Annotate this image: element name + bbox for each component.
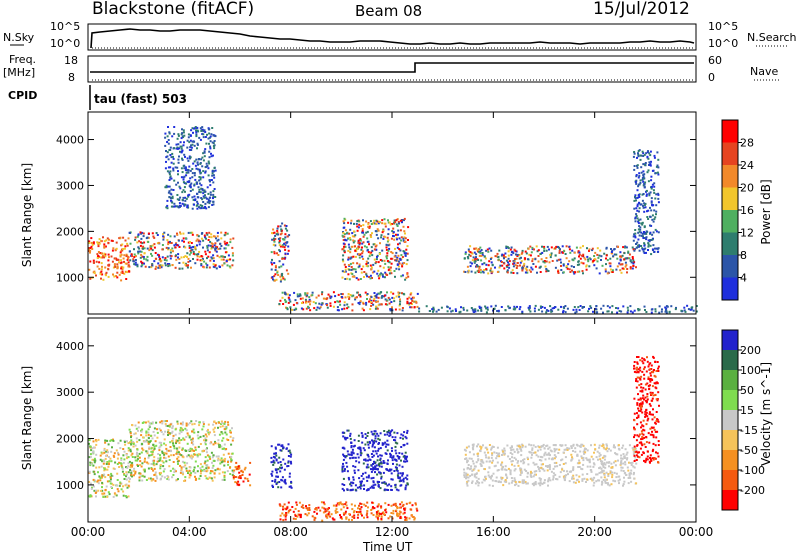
velocity-echo-region	[270, 443, 293, 489]
beam-label: Beam 08	[355, 2, 423, 20]
colorbar-tick-label: -50	[740, 444, 758, 457]
colorbar-segment	[722, 165, 738, 188]
power-echo-region	[88, 236, 131, 282]
freq-panel-frame	[87, 55, 697, 83]
axes: 1000 2000 3000 4000 1000 2000 3000 4000 00:00 04:…	[56, 112, 713, 539]
colorbar-tick-label: 4	[740, 272, 747, 285]
y-tick-label: 4000	[56, 134, 84, 147]
y-tick-label: 2000	[56, 225, 84, 238]
nave-label: Nave	[750, 65, 779, 78]
colorbar-segment	[722, 450, 738, 471]
y-tick-label: 3000	[56, 179, 84, 192]
power-echo-region	[463, 245, 637, 275]
x-tick-label: 08:00	[273, 525, 308, 539]
velocity-panel	[88, 355, 660, 522]
station-title: Blackstone (fitACF)	[92, 0, 255, 19]
colorbar-tick-label: 12	[740, 227, 754, 240]
nave-tick-top: 60	[708, 54, 722, 67]
colorbar-tick-label: -200	[740, 484, 765, 497]
y-tick-label: 1000	[56, 271, 84, 284]
colorbar-segment	[722, 210, 738, 233]
x-tick-label: 04:00	[172, 525, 207, 539]
nsky-trace	[90, 28, 695, 49]
cpid-value: tau (fast) 503	[94, 92, 187, 106]
colorbar-tick-label: 16	[740, 204, 754, 217]
freq-tick-bottom: 8	[68, 71, 75, 84]
colorbar-segment	[722, 370, 738, 391]
velocity-echo-region	[128, 420, 235, 482]
colorbar-tick-label: -15	[740, 424, 758, 437]
nsky-tick-bottom: 10^0	[50, 37, 81, 50]
velocity-echo-region	[463, 443, 638, 487]
nsearch-tick-bottom: 10^0	[708, 37, 739, 50]
power-panel	[88, 126, 698, 314]
nsearch-label: N.Search	[747, 31, 797, 44]
x-tick-label: 00:00	[71, 525, 106, 539]
power-echo-region	[341, 217, 410, 281]
nave-tick-bottom: 0	[708, 71, 715, 84]
colorbar-tick-label: 20	[740, 182, 754, 195]
colorbar-tick-label: 200	[740, 344, 761, 357]
colorbar-segment	[722, 187, 738, 211]
y-tick-label: 2000	[56, 433, 84, 446]
date-label: 15/Jul/2012	[593, 0, 690, 19]
velocity-panel-frame	[87, 317, 697, 523]
x-tick-label: 20:00	[577, 525, 612, 539]
colorbar-segment	[722, 350, 738, 371]
colorbar-tick-label: 24	[740, 159, 754, 172]
colorbar-segment	[722, 390, 738, 411]
colorbar-segment	[722, 232, 738, 256]
velocity-echo-region	[88, 438, 131, 499]
velocity-echo-region	[278, 501, 419, 522]
colorbar-tick-label: 8	[740, 249, 747, 262]
nsky-tick-top: 10^5	[50, 20, 81, 33]
power-echo-region	[128, 231, 235, 270]
colorbar-segment	[722, 430, 738, 451]
freq-unit-label: [MHz]	[3, 66, 36, 79]
colorbar-segment	[722, 255, 738, 278]
power-echo-region	[164, 126, 217, 210]
x-tick-label: 16:00	[476, 525, 511, 539]
power-panel-frame	[87, 111, 697, 315]
nsky-panel-frame	[87, 23, 697, 51]
colorbar-segment	[722, 277, 738, 301]
colorbar-tick-label: 28	[740, 137, 754, 150]
colorbar-tick-label: 15	[740, 404, 754, 417]
colorbar-frame	[721, 329, 739, 511]
velocity-echo-region	[341, 429, 409, 492]
frequency-trace	[90, 62, 694, 73]
colorbar-tick-label: -100	[740, 464, 765, 477]
colorbar-segment	[722, 410, 738, 431]
power-colorbar: 28 24 20 16 12 8 4	[721, 119, 754, 301]
freq-tick-top: 18	[64, 54, 78, 67]
colorbar-tick-label: 100	[740, 364, 761, 377]
velocity-echo-region	[633, 355, 660, 464]
power-echo-region	[278, 291, 419, 312]
x-tick-label: 00:00	[679, 525, 714, 539]
y-tick-label: 4000	[56, 340, 84, 353]
colorbar-segment	[722, 142, 738, 166]
velocity-echo-region	[232, 461, 252, 487]
colorbar-segment	[722, 470, 738, 491]
y-tick-label: 1000	[56, 479, 84, 492]
y-tick-label: 3000	[56, 386, 84, 399]
power-echo-region	[418, 304, 698, 314]
colorbar-segment	[722, 490, 738, 511]
velocity-colorbar: 200 100 50 15 -15 -50 -100 -200	[721, 329, 765, 511]
power-echo-region	[270, 222, 291, 283]
x-tick-label: 12:00	[375, 525, 410, 539]
power-echo-region	[632, 149, 660, 256]
colorbar-tick-label: 50	[740, 384, 754, 397]
nsky-label: N.Sky	[3, 31, 35, 44]
colorbar-segment	[722, 330, 738, 351]
freq-label: Freq.	[9, 53, 37, 66]
colorbar-segment	[722, 120, 738, 143]
x-axis-label: Time UT	[363, 540, 413, 554]
cpid-label: CPID	[8, 89, 38, 102]
nsearch-tick-top: 10^5	[708, 20, 739, 33]
